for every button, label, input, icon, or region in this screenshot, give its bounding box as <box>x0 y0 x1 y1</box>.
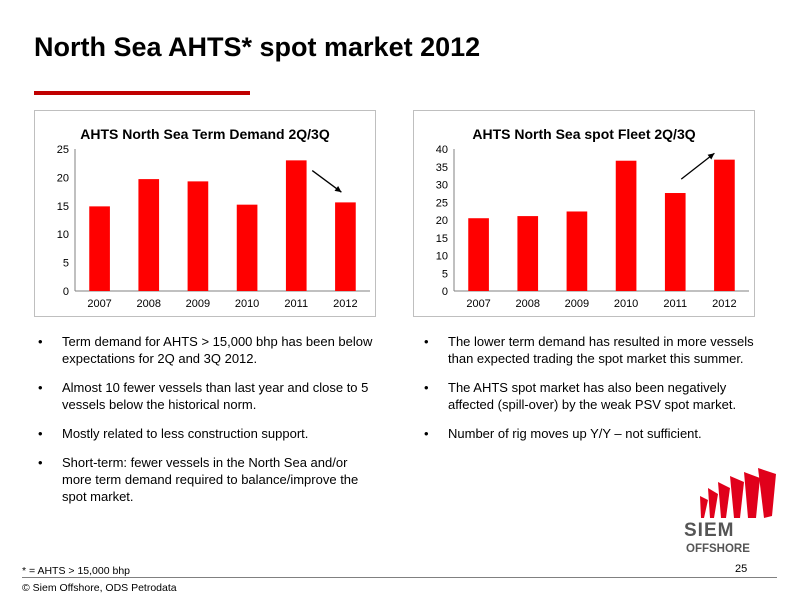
x-tick-label: 2009 <box>186 298 210 310</box>
trend-arrow-up-icon <box>680 152 715 180</box>
y-tick-label: 25 <box>436 197 448 209</box>
bullet-text: The AHTS spot market has also been negat… <box>448 380 737 412</box>
y-tick-label: 10 <box>57 229 69 241</box>
bullet-text: Almost 10 fewer vessels than last year a… <box>62 380 369 412</box>
chart-title: AHTS North Sea Term Demand 2Q/3Q <box>80 126 330 142</box>
x-tick-label: 2012 <box>712 298 736 310</box>
bullet-text: The lower term demand has resulted in mo… <box>448 334 754 366</box>
y-tick-label: 20 <box>436 215 448 227</box>
page-number: 25 <box>735 563 748 575</box>
bullet-symbol: • <box>38 455 43 470</box>
y-tick-label: 5 <box>63 258 69 270</box>
list-item: • Number of rig moves up Y/Y – not suffic… <box>420 425 760 442</box>
chart-spot-fleet-svg: 0 5 10 15 20 25 30 35 40 2007 2008 2009 2010 2011 2012 <box>436 144 749 310</box>
y-tick-label: 35 <box>436 162 448 174</box>
bullet-text: Mostly related to less construction supp… <box>62 426 309 441</box>
bar <box>566 211 588 291</box>
bar <box>236 204 258 291</box>
title-underline <box>34 91 250 95</box>
x-tick-label: 2007 <box>466 298 490 310</box>
y-tick-label: 25 <box>57 144 69 156</box>
y-tick-label: 15 <box>436 233 448 245</box>
y-tick-label: 0 <box>63 286 69 298</box>
list-item: • Almost 10 fewer vessels than last year … <box>34 379 379 413</box>
y-tick-label: 30 <box>436 180 448 192</box>
bullet-symbol: • <box>38 334 43 349</box>
footnote: * = AHTS > 15,000 bhp <box>22 565 130 577</box>
bar <box>285 160 307 291</box>
x-tick-label: 2011 <box>284 298 308 310</box>
bullet-symbol: • <box>38 380 43 395</box>
y-tick-label: 20 <box>57 172 69 184</box>
right-bullet-list: • The lower term demand has resulted in m… <box>420 333 760 454</box>
left-bullet-list: • Term demand for AHTS > 15,000 bhp has b… <box>34 333 379 517</box>
logo-wordmark-offshore: OFFSHORE <box>686 543 750 555</box>
trend-arrow-down-icon-head <box>334 185 342 193</box>
bar <box>664 193 686 291</box>
bullet-text: Short-term: fewer vessels in the North S… <box>62 455 359 504</box>
bar <box>615 160 637 291</box>
trend-arrow-up-icon-head <box>707 153 715 160</box>
y-tick-label: 10 <box>436 251 448 263</box>
chart-title: AHTS North Sea spot Fleet 2Q/3Q <box>472 126 696 142</box>
x-tick-label: 2007 <box>87 298 111 310</box>
bar <box>714 159 735 291</box>
bar <box>89 206 110 291</box>
siem-offshore-logo: SIEM OFFSHORE <box>680 468 790 573</box>
x-tick-label: 2012 <box>333 298 357 310</box>
list-item: • Short-term: fewer vessels in the North … <box>34 454 379 505</box>
page-title: North Sea AHTS* spot market 2012 <box>34 32 481 62</box>
bullet-symbol: • <box>424 334 429 349</box>
list-item: • Term demand for AHTS > 15,000 bhp has b… <box>34 333 379 367</box>
y-tick-label: 40 <box>436 144 448 156</box>
logo-wordmark-siem: SIEM <box>684 520 735 541</box>
bar <box>138 179 160 291</box>
bar <box>335 202 356 291</box>
copyright: © Siem Offshore, ODS Petrodata <box>22 582 177 594</box>
sail-logo-icon <box>700 468 776 518</box>
footer-divider <box>22 577 777 578</box>
y-tick-label: 0 <box>442 286 448 298</box>
x-tick-label: 2008 <box>516 298 540 310</box>
bullet-text: Number of rig moves up Y/Y – not suffici… <box>448 426 702 441</box>
bullet-symbol: • <box>38 426 43 441</box>
x-tick-label: 2011 <box>663 298 687 310</box>
bullet-text: Term demand for AHTS > 15,000 bhp has be… <box>62 334 373 366</box>
bar <box>517 216 539 291</box>
chart-term-demand-svg: 0 5 10 15 20 25 2007 2008 2009 2010 2011 2012 <box>57 144 370 310</box>
bar <box>187 181 209 291</box>
bullet-symbol: • <box>424 380 429 395</box>
list-item: • Mostly related to less construction sup… <box>34 425 379 442</box>
x-tick-label: 2010 <box>235 298 259 310</box>
list-item: • The lower term demand has resulted in m… <box>420 333 760 367</box>
chart-term-demand: AHTS North Sea Term Demand 2Q/3Q 0 5 10 15 2… <box>34 110 376 317</box>
x-tick-label: 2008 <box>137 298 161 310</box>
bar <box>468 218 489 291</box>
y-tick-label: 5 <box>442 268 448 280</box>
list-item: • The AHTS spot market has also been nega… <box>420 379 760 413</box>
y-tick-label: 15 <box>57 201 69 213</box>
chart-spot-fleet: AHTS North Sea spot Fleet 2Q/3Q 0 5 10 15 20… <box>413 110 755 317</box>
x-tick-label: 2009 <box>565 298 589 310</box>
bullet-symbol: • <box>424 426 429 441</box>
x-tick-label: 2010 <box>614 298 638 310</box>
